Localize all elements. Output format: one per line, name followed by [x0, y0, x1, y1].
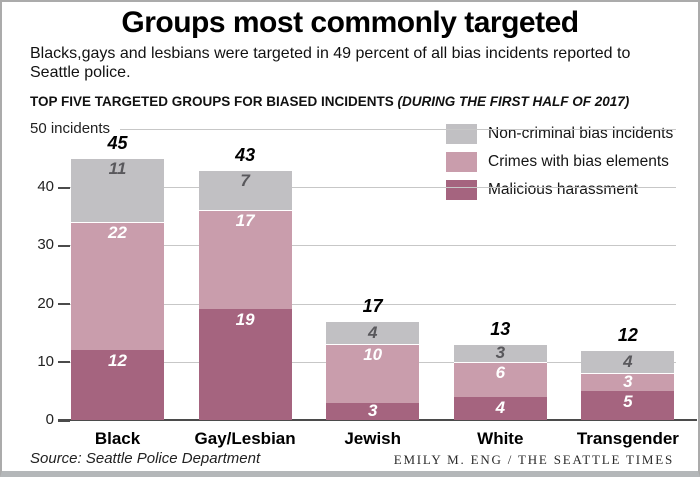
x-axis-baseline [58, 419, 697, 421]
legend-item: Malicious harassment [446, 179, 673, 200]
legend-item: Crimes with bias elements [446, 151, 673, 172]
chart-subtitle: Blacks,gays and lesbians were targeted i… [30, 45, 631, 81]
bar-segment-value: 3 [623, 372, 633, 392]
bar-segment-value: 3 [367, 401, 378, 421]
bar-total-label: 13 [490, 319, 511, 340]
y-tick-30 [58, 244, 70, 247]
bar-segment-value: 11 [108, 159, 127, 179]
bar-segment [453, 361, 547, 397]
y-tick-label-40: 40 [37, 178, 54, 196]
gridline-20 [70, 303, 676, 305]
gridline-50 [120, 129, 676, 130]
legend-swatch [446, 151, 477, 172]
byline-credit: EMILY M. ENG / THE SEATTLE TIMES [393, 452, 674, 467]
bar-segment-value: 17 [235, 211, 255, 231]
bar-segment [326, 321, 420, 345]
y-tick-40 [58, 186, 70, 189]
category-label: Jewish [344, 429, 402, 448]
category-label: Black [94, 429, 141, 448]
section-note: (DURING THE FIRST HALF OF 2017) [397, 94, 630, 109]
bar-segment [326, 344, 420, 403]
legend-swatch [446, 123, 477, 144]
gridline-40 [70, 187, 676, 189]
section-header: TOP FIVE TARGETED GROUPS FOR BIASED INCI… [30, 94, 670, 109]
bar-segment [581, 390, 675, 420]
legend-label: Non-criminal bias incidents [488, 125, 674, 142]
bar-segment-value: 5 [623, 391, 633, 411]
bar-segment-value: 3 [495, 343, 506, 363]
bar-segment-value: 4 [367, 322, 378, 342]
category-label: Gay/Lesbian [194, 429, 296, 448]
gridline-30 [70, 245, 676, 247]
y-tick-label-20: 20 [37, 294, 54, 312]
chart-title: Groups most commonly targeted [121, 6, 579, 39]
bar-segment-value: 12 [108, 351, 127, 371]
y-tick-label-0: 0 [45, 411, 54, 428]
section-label: TOP FIVE TARGETED GROUPS FOR BIASED INCI… [30, 94, 398, 109]
bar-segment [453, 344, 547, 362]
bar-segment-value: 6 [495, 362, 506, 382]
bar-segment-value: 4 [623, 351, 633, 371]
bar-segment [71, 158, 164, 223]
bar-segment [198, 309, 292, 420]
chart-legend: Non-criminal bias incidents Crimes with b… [438, 115, 688, 208]
legend-swatch [446, 179, 477, 200]
bar-segment [71, 222, 164, 351]
bar-segment [326, 402, 420, 420]
bar-segment [198, 210, 292, 310]
bar-total-label: 45 [107, 133, 128, 154]
bar-segment [71, 350, 164, 420]
bar-total-label: 17 [362, 296, 383, 317]
bar-segment [581, 350, 675, 374]
category-label: Transgender [576, 429, 679, 448]
legend-label: Malicious harassment [488, 181, 638, 198]
y-tick-10 [58, 361, 70, 364]
bar-segment [453, 396, 547, 420]
bar-segment [581, 373, 675, 391]
y-tick-20 [58, 303, 70, 306]
legend-item: Non-criminal bias incidents [446, 123, 673, 144]
bar-segment-value: 7 [240, 170, 250, 190]
y-tick-label-30: 30 [37, 236, 54, 254]
category-label: White [477, 429, 524, 448]
y-tick-label-10: 10 [37, 352, 54, 370]
bar-segment-value: 19 [235, 310, 255, 330]
source-note: Source: Seattle Police Department [30, 450, 261, 467]
bar-segment-value: 22 [108, 223, 127, 243]
y-axis-top-label: 50 incidents [30, 120, 111, 137]
legend-label: Crimes with bias elements [488, 153, 669, 170]
bar-segment-value: 10 [363, 345, 383, 365]
bar-total-label: 12 [617, 325, 638, 346]
bar-segment-value: 4 [495, 398, 506, 418]
bar-total-label: 43 [235, 144, 256, 165]
bar-segment [198, 169, 292, 211]
